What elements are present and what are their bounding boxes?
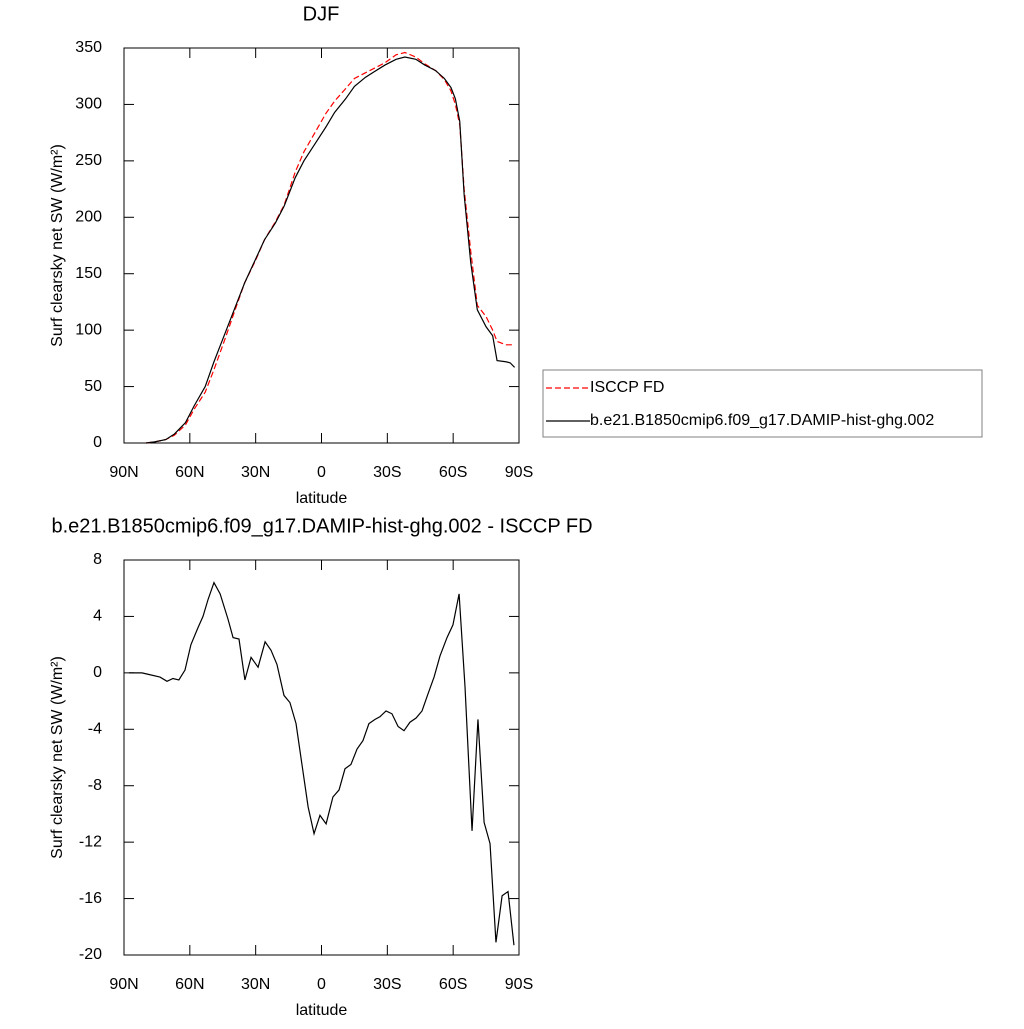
x-tick-label: 90N	[109, 976, 138, 993]
y-tick-label: -12	[79, 833, 102, 850]
y-tick-label: 0	[93, 664, 102, 681]
x-tick-label: 0	[317, 976, 326, 993]
y-tick-label: -20	[79, 946, 102, 963]
data-line	[129, 581, 515, 946]
chart-title: DJF	[303, 3, 340, 25]
x-tick-label: 60S	[439, 464, 467, 481]
x-tick-label: 0	[317, 464, 326, 481]
y-tick-label: 50	[84, 378, 102, 395]
y-tick-label: 250	[75, 152, 102, 169]
plot-frame	[123, 559, 520, 956]
x-tick-label: 30S	[373, 464, 401, 481]
legend-label: ISCCP FD	[590, 379, 664, 396]
y-tick-label: 4	[93, 608, 102, 625]
legend-label: b.e21.B1850cmip6.f09_g17.DAMIP-hist-ghg.…	[590, 412, 934, 429]
y-tick-label: 150	[75, 265, 102, 282]
y-tick-label: 0	[93, 434, 102, 451]
y-tick-label: -16	[79, 890, 102, 907]
x-axis-label: latitude	[296, 1002, 348, 1019]
x-tick-label: 90S	[505, 464, 533, 481]
y-tick-label: -8	[88, 777, 102, 794]
data-line	[145, 51, 515, 444]
x-tick-label: 30N	[241, 976, 270, 993]
y-axis-label: Surf clearsky net SW (W/m²)	[49, 656, 66, 859]
y-tick-label: 8	[93, 551, 102, 568]
y-tick-label: 350	[75, 39, 102, 56]
x-tick-label: 60N	[175, 976, 204, 993]
x-tick-label: 90S	[505, 976, 533, 993]
plot-frame	[123, 47, 520, 444]
y-tick-label: 200	[75, 209, 102, 226]
x-axis-label: latitude	[296, 490, 348, 507]
x-tick-label: 60N	[175, 464, 204, 481]
x-tick-label: 30N	[241, 464, 270, 481]
legend-box	[542, 369, 983, 438]
y-tick-label: 300	[75, 96, 102, 113]
x-tick-label: 60S	[439, 976, 467, 993]
y-tick-label: -4	[88, 721, 102, 738]
x-tick-label: 30S	[373, 976, 401, 993]
data-line	[145, 56, 516, 444]
x-tick-label: 90N	[109, 464, 138, 481]
chart-title: b.e21.B1850cmip6.f09_g17.DAMIP-hist-ghg.…	[51, 515, 592, 537]
y-axis-label: Surf clearsky net SW (W/m²)	[49, 144, 66, 347]
y-tick-label: 100	[75, 321, 102, 338]
